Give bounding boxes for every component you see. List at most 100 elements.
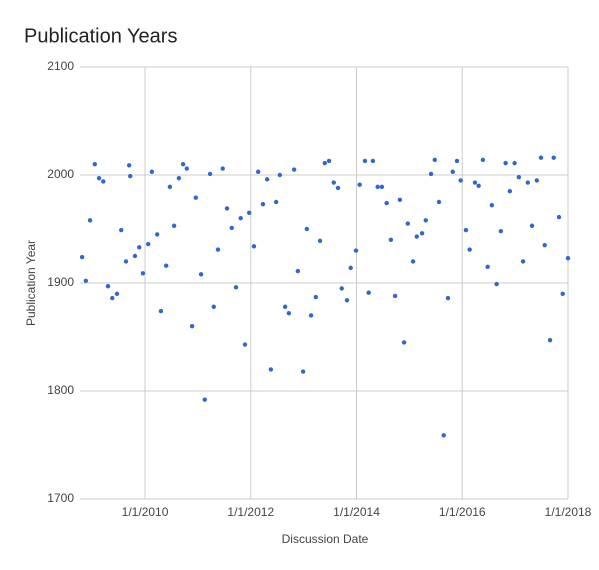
point bbox=[277, 172, 283, 178]
x-tick-label: 1/1/2012 bbox=[227, 505, 274, 519]
point bbox=[233, 285, 239, 290]
point bbox=[441, 433, 446, 438]
x-tick-label: 1/1/2014 bbox=[333, 505, 380, 519]
point bbox=[137, 245, 142, 250]
point bbox=[565, 255, 571, 261]
point bbox=[79, 254, 85, 260]
point bbox=[432, 157, 437, 163]
point bbox=[295, 268, 301, 274]
point bbox=[202, 397, 207, 402]
point bbox=[105, 284, 111, 289]
point bbox=[366, 290, 371, 295]
point bbox=[215, 247, 221, 252]
y-tick-label: 1700 bbox=[47, 491, 74, 505]
point bbox=[286, 311, 292, 316]
point bbox=[211, 304, 216, 309]
y-tick-label: 1800 bbox=[47, 383, 74, 397]
point bbox=[472, 180, 478, 185]
point bbox=[512, 160, 517, 166]
point bbox=[308, 313, 314, 318]
point bbox=[255, 169, 261, 174]
point bbox=[507, 189, 513, 194]
point bbox=[379, 184, 385, 190]
point bbox=[189, 324, 195, 329]
point bbox=[503, 160, 508, 166]
y-tick-label: 2000 bbox=[47, 167, 74, 181]
point bbox=[388, 237, 394, 242]
point bbox=[547, 338, 553, 343]
point bbox=[348, 265, 353, 271]
point bbox=[556, 214, 562, 220]
point bbox=[167, 184, 173, 190]
point bbox=[534, 178, 540, 183]
point bbox=[525, 180, 531, 185]
point bbox=[251, 244, 257, 249]
point bbox=[436, 199, 442, 205]
point bbox=[410, 259, 416, 264]
point bbox=[220, 166, 225, 171]
point bbox=[551, 155, 556, 160]
point bbox=[273, 199, 279, 205]
point bbox=[542, 243, 547, 248]
point bbox=[362, 158, 368, 164]
point bbox=[158, 308, 164, 314]
point bbox=[119, 227, 124, 233]
point bbox=[224, 206, 230, 211]
point bbox=[154, 232, 160, 237]
point bbox=[92, 162, 98, 167]
point bbox=[132, 253, 138, 259]
point bbox=[498, 228, 504, 234]
point bbox=[392, 293, 398, 299]
point bbox=[560, 291, 565, 296]
point bbox=[242, 342, 248, 347]
point bbox=[480, 157, 486, 163]
point bbox=[494, 281, 499, 287]
point bbox=[163, 263, 169, 268]
y-tick-label: 1900 bbox=[47, 275, 74, 289]
point bbox=[445, 295, 451, 301]
point bbox=[140, 271, 146, 276]
point bbox=[331, 180, 336, 185]
point bbox=[264, 177, 270, 182]
point bbox=[260, 201, 266, 207]
point bbox=[123, 259, 129, 264]
point bbox=[282, 304, 288, 309]
point bbox=[384, 200, 389, 206]
x-axis-label: Discussion Date bbox=[282, 532, 369, 546]
point bbox=[405, 221, 411, 226]
x-tick-label: 1/1/2018 bbox=[545, 505, 592, 519]
point bbox=[520, 259, 526, 264]
point bbox=[375, 184, 380, 190]
point bbox=[176, 176, 182, 181]
point bbox=[322, 160, 327, 166]
point bbox=[489, 203, 495, 208]
point bbox=[397, 197, 403, 203]
point bbox=[207, 171, 213, 177]
point bbox=[335, 185, 341, 191]
point bbox=[414, 234, 419, 239]
point bbox=[146, 241, 151, 247]
point bbox=[463, 227, 469, 233]
point bbox=[238, 216, 243, 221]
point bbox=[467, 247, 472, 252]
point bbox=[304, 226, 310, 232]
x-tick-label: 1/1/2010 bbox=[122, 505, 169, 519]
point bbox=[171, 223, 177, 228]
point bbox=[229, 225, 234, 231]
point bbox=[291, 167, 297, 172]
point bbox=[110, 295, 115, 301]
point bbox=[246, 210, 252, 215]
point bbox=[126, 163, 132, 168]
point bbox=[184, 166, 189, 171]
point bbox=[401, 340, 407, 345]
point bbox=[83, 278, 89, 284]
point bbox=[353, 248, 359, 253]
point bbox=[193, 195, 198, 200]
y-axis-label: Publication Year bbox=[24, 240, 38, 326]
point bbox=[485, 264, 490, 269]
point bbox=[423, 218, 428, 223]
point bbox=[268, 367, 274, 372]
point bbox=[419, 231, 425, 236]
chart-title: Publication Years bbox=[24, 25, 177, 47]
